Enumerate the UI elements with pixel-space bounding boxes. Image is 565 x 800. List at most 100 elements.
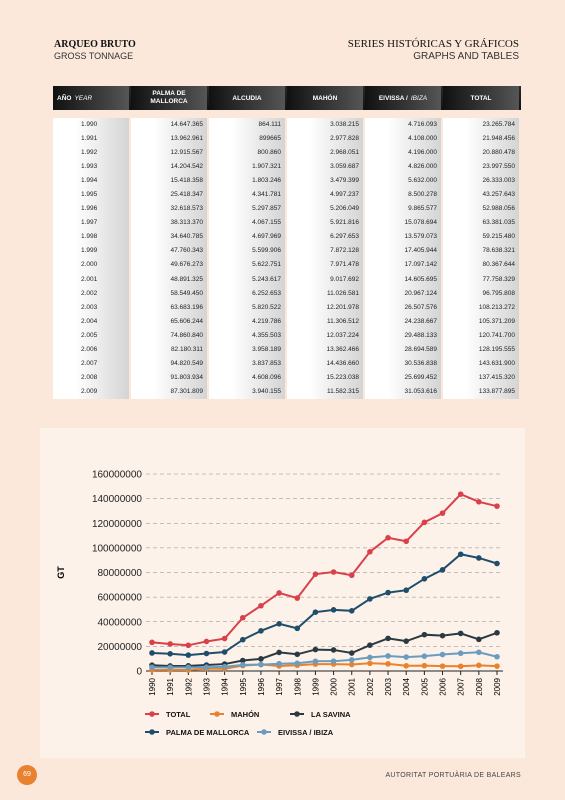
table-cell: 9.865.577 (365, 202, 441, 217)
table-row: 1.993 14.204.542 1.907.321 3.059.687 4.826.0… (53, 160, 521, 175)
point (239, 614, 246, 621)
table-cell: 32.618.573 (131, 202, 207, 217)
point (367, 642, 373, 648)
table-cell: 63.683.196 (131, 300, 207, 315)
table-cell: 26.507.576 (365, 300, 441, 315)
table-cell: 7.872.128 (287, 244, 363, 259)
point (439, 663, 446, 669)
table-cell: 87.301.809 (131, 384, 207, 399)
y-tick-label: 20000000 (98, 642, 143, 653)
table-cell: 14.204.542 (131, 160, 207, 175)
point (294, 660, 301, 667)
table-row: 2.009 87.301.809 3.940.155 11.582.315 31.053… (53, 384, 521, 399)
table-cell: 1.997 (53, 216, 129, 231)
point (348, 650, 355, 656)
table-cell: 2.002 (53, 286, 129, 301)
table-cell: 80.367.644 (443, 258, 519, 273)
point (403, 538, 410, 545)
table-cell: 13.362.466 (287, 342, 363, 357)
table-cell: 6.297.653 (287, 230, 363, 245)
series-line (151, 662, 498, 672)
table-cell: 3.940.155 (209, 384, 285, 399)
point (203, 664, 210, 671)
point (239, 662, 246, 668)
table-cell: 2.003 (53, 300, 129, 315)
point (221, 649, 228, 655)
table-cell: 4.826.000 (365, 160, 441, 175)
table-cell: 38.313.370 (131, 216, 207, 231)
x-tick-label: 2000 (330, 677, 339, 695)
point (385, 635, 391, 642)
point (348, 661, 355, 668)
x-tick-label: 1996 (257, 677, 266, 695)
table-cell: 12.037.224 (287, 328, 363, 343)
table-cell: 2.008 (53, 370, 129, 385)
point (348, 608, 355, 614)
legend-marker (214, 711, 220, 717)
series-line (151, 651, 498, 669)
x-tick-label: 1993 (202, 677, 211, 695)
x-tick-label: 2005 (420, 677, 429, 695)
table-cell: 23.997.550 (443, 160, 519, 175)
table-cell: 2.005 (53, 328, 129, 343)
series (149, 551, 500, 658)
table-cell: 14.436.660 (287, 356, 363, 371)
point (367, 660, 373, 667)
table-cell: 1.991 (53, 132, 129, 147)
point (348, 657, 355, 663)
table-row: 2.003 63.683.196 5.820.522 12.201.978 26.507… (53, 300, 521, 315)
table-cell: 15.418.358 (131, 174, 207, 189)
table-cell: 11.306.512 (287, 314, 363, 329)
point (367, 596, 373, 602)
publisher: AUTORITAT PORTUÀRIA DE BALEARS (385, 772, 521, 779)
x-tick-label: 1994 (221, 677, 230, 695)
point (367, 549, 373, 555)
legend-label: MAHÓN (231, 710, 259, 719)
table-row: 2.002 58.549.450 6.252.653 11.026.581 20.967… (53, 286, 521, 301)
point (167, 664, 173, 671)
table-row: 1.998 34.640.785 4.697.969 6.297.653 13.579.… (53, 230, 521, 245)
point (330, 647, 337, 653)
legend-label: TOTAL (166, 710, 191, 719)
point (421, 653, 428, 659)
x-tick-label: 1997 (275, 677, 284, 695)
header-label: ALCUDIA (232, 94, 262, 102)
header-alt: YEAR (74, 94, 93, 102)
table-cell: 800.860 (209, 146, 285, 161)
header-label: MAHÓN (312, 94, 338, 102)
point (258, 661, 264, 668)
table-cell: 47.760.343 (131, 244, 207, 259)
y-tick-label: 60000000 (98, 593, 143, 604)
point (312, 571, 319, 577)
point (385, 653, 391, 659)
x-tick-label: 2003 (384, 677, 393, 695)
table-row: 1.996 32.618.573 5.297.857 5.206.049 9.865.5… (53, 202, 521, 217)
table-cell: 91.803.934 (131, 370, 207, 385)
y-axis-label: GT (56, 566, 66, 579)
table-cell: 96.795.808 (443, 286, 519, 301)
header-cell: PALMA DE MALLORCA (131, 86, 207, 110)
table-cell: 1.994 (53, 174, 129, 189)
point (476, 499, 482, 505)
y-tick-label: 120000000 (92, 519, 142, 530)
series (149, 629, 500, 669)
point (494, 503, 500, 509)
table-cell: 2.007 (53, 356, 129, 371)
x-tick-label: 1995 (239, 677, 248, 695)
table-cell: 1.996 (53, 202, 129, 217)
table-cell: 20.967.124 (365, 286, 441, 301)
point (348, 572, 355, 579)
table-cell: 28.694.589 (365, 342, 441, 357)
subtitle: GROSS TONNAGE (54, 51, 134, 61)
table-cell: 1.993 (53, 160, 129, 175)
table-cell: 31.053.616 (365, 384, 441, 399)
table-row: 2.006 82.180.311 3.958.189 13.362.466 28.694… (53, 342, 521, 357)
point (330, 607, 337, 613)
table-cell: 4.108.000 (365, 132, 441, 147)
x-tick-label: 2006 (439, 677, 448, 695)
table-cell: 1.990 (53, 118, 129, 133)
y-tick-label: 140000000 (92, 494, 142, 505)
header-label: AÑO (57, 94, 72, 102)
series-line (151, 553, 498, 657)
